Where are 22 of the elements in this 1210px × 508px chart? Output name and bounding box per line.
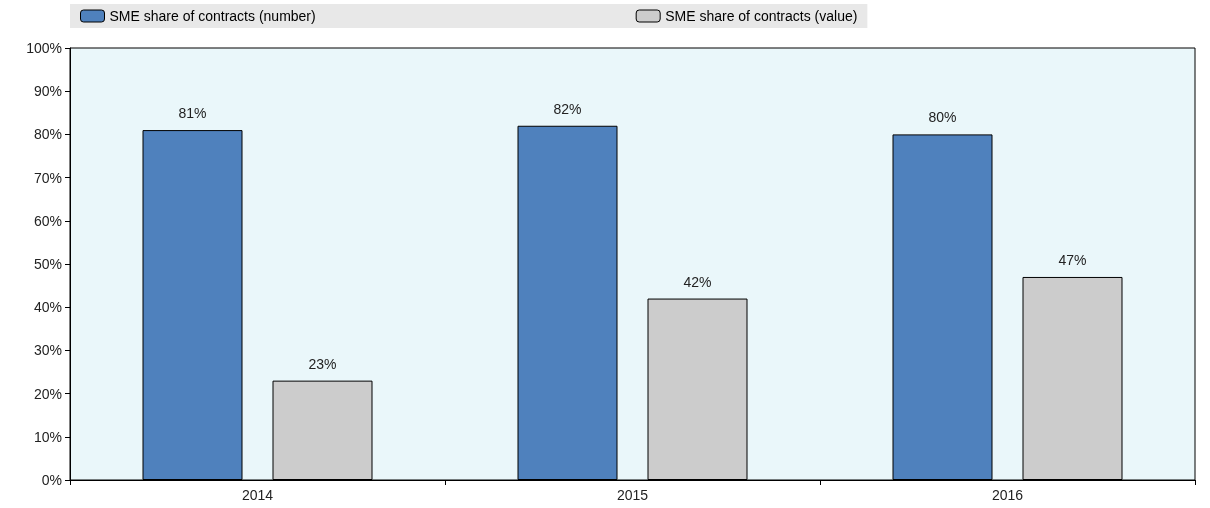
y-tick-label: 90% [33,83,62,100]
y-tick-label: 60% [33,212,62,229]
y-tick-label: 10% [33,428,62,445]
y-tick-label: 50% [33,256,62,272]
y-tick-label: 70% [33,169,62,186]
data-label: 82% [553,100,582,117]
data-label: 23% [308,355,337,372]
data-label: 47% [1058,251,1087,268]
data-label: 42% [683,273,712,290]
y-tick-label: 30% [33,342,62,359]
x-tick-label: 2016 [991,487,1024,503]
legend-label: SME share of contracts (number) [109,8,316,24]
legend-label: SME share of contracts (value) [665,8,858,24]
y-tick-label: 40% [33,299,62,316]
y-tick-label: 20% [33,385,62,402]
data-label: 80% [928,109,957,126]
data-label: 81% [178,105,207,122]
y-tick-label: 80% [33,126,62,143]
y-tick-label: 0% [41,472,62,488]
y-tick-label: 100% [26,40,62,56]
x-tick-label: 2014 [241,487,274,503]
x-tick-label: 2015 [616,487,649,503]
